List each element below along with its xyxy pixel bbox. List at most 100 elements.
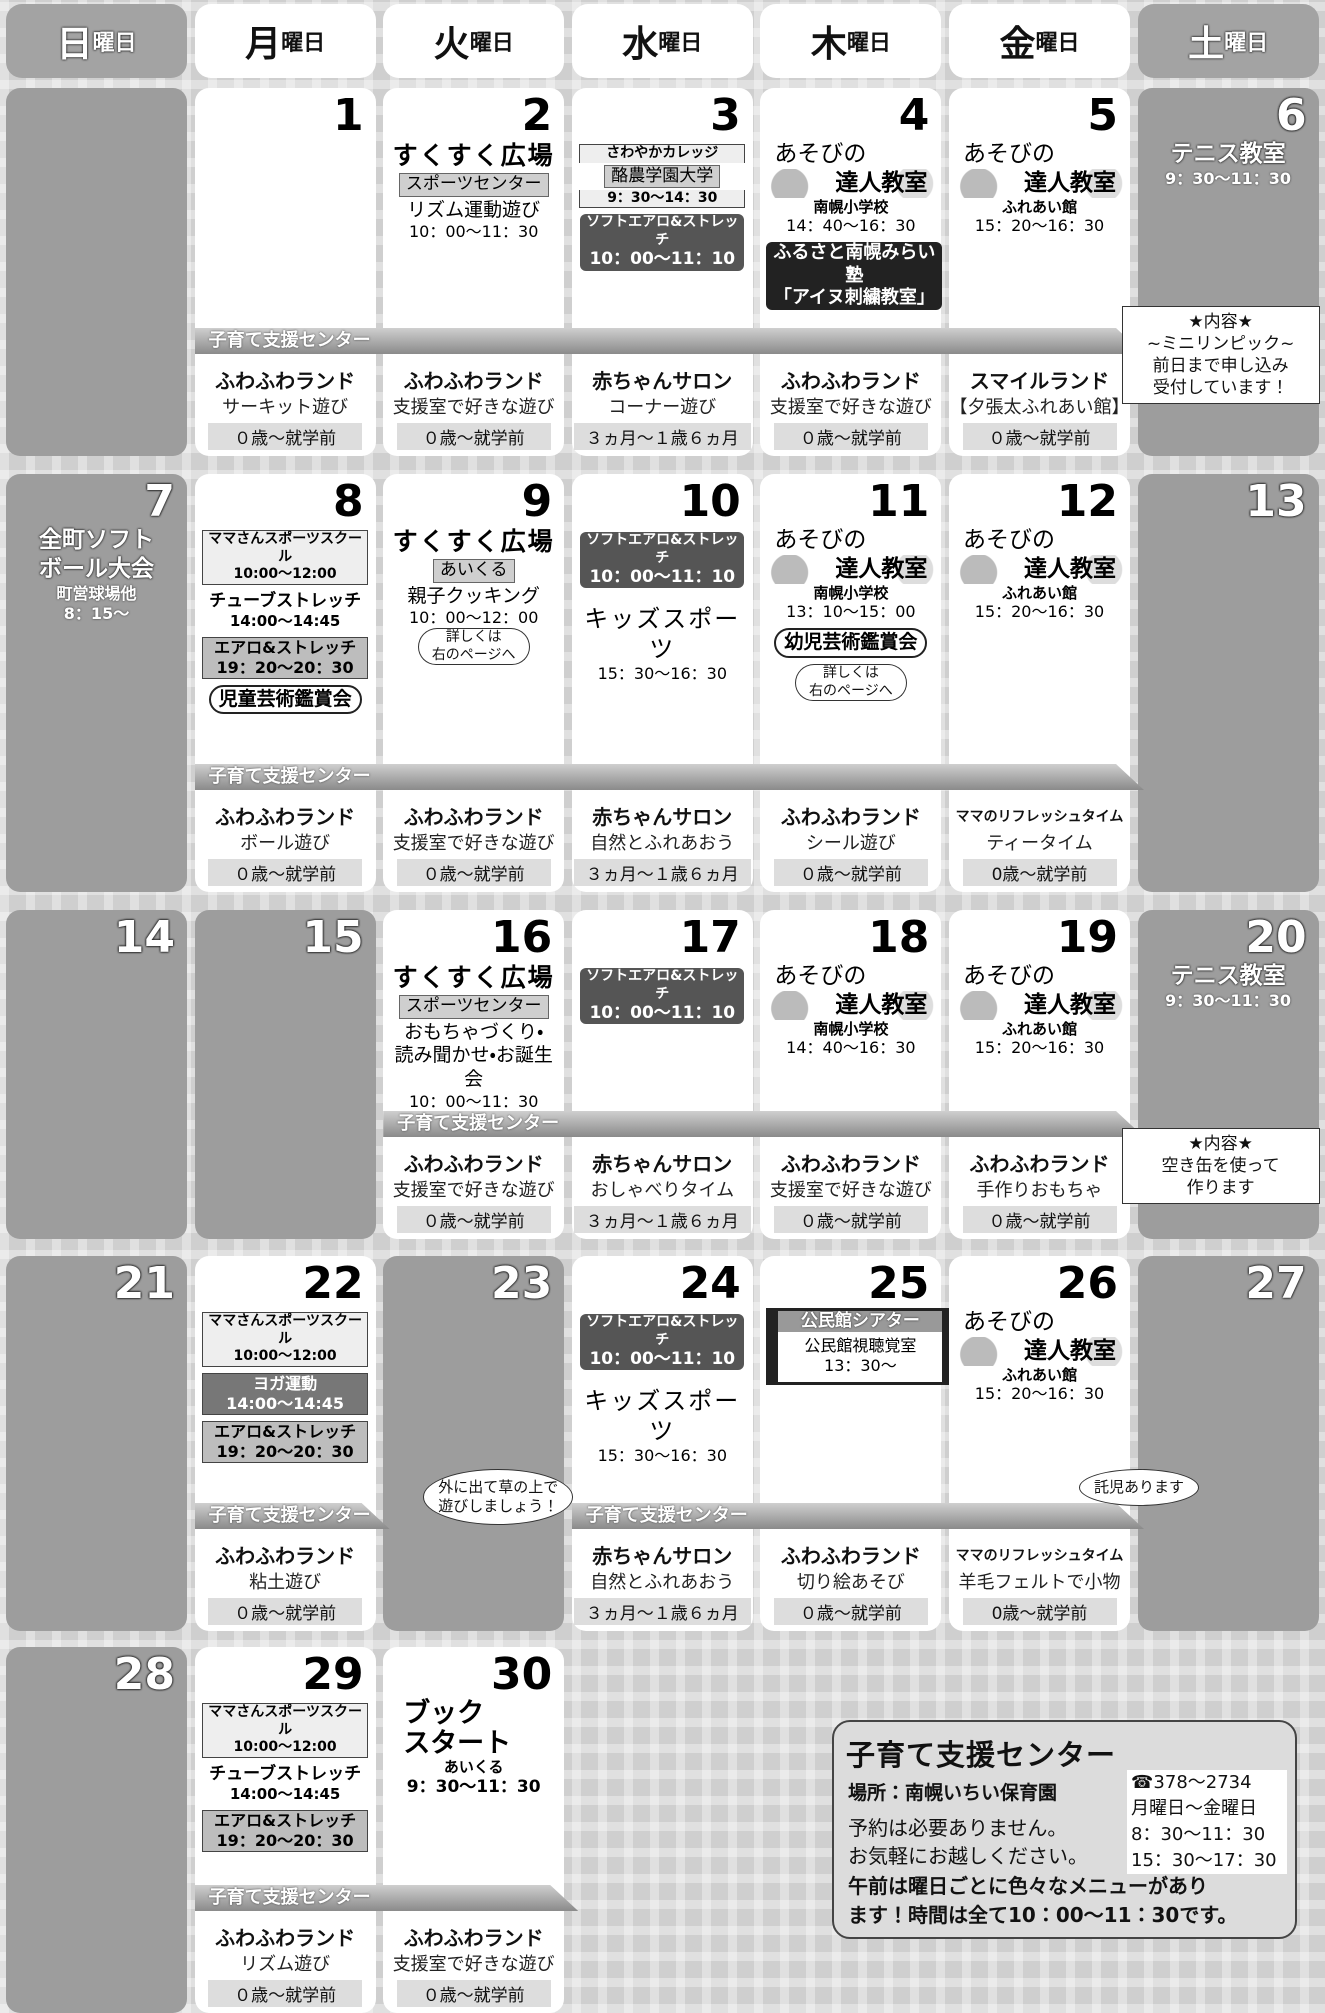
day-number: 28 xyxy=(113,1649,175,1700)
section-banner: 子育て支援センター xyxy=(383,1111,1144,1137)
note-line: 作ります xyxy=(1186,1178,1255,1199)
program-title: ふわふわランド xyxy=(403,805,544,829)
event-text: 13：10～15：00 xyxy=(786,602,916,622)
day-number: 17 xyxy=(679,912,741,963)
event-text: キッズスポーツ xyxy=(584,1387,741,1446)
program-activity: リズム遊び xyxy=(240,1954,331,1975)
program-activity: サーキット遊び xyxy=(222,397,349,418)
event-text: あいくる xyxy=(432,559,515,583)
program-age: ０歳～就学前 xyxy=(396,859,551,886)
program-title: ママのリフレッシュタイム xyxy=(955,1548,1124,1564)
day-number: 20 xyxy=(1245,912,1307,963)
program-age: ０歳～就学前 xyxy=(396,1206,551,1233)
event-text: あそびの xyxy=(963,141,1055,167)
event-text: おもちゃづくり・ xyxy=(403,1020,544,1043)
program-activity: 支援室で好きな遊び xyxy=(392,1180,555,1201)
program-title: ママのリフレッシュタイム xyxy=(955,809,1124,825)
event-text: 10：00～11：10 xyxy=(580,249,745,271)
note-line: 前日まで申し込み xyxy=(1152,356,1289,377)
support-program: ママのリフレッシュタイム ティータイム 0歳～就学前 xyxy=(949,803,1130,886)
event-text: あそびの xyxy=(963,1309,1055,1335)
event-text: キッズスポーツ xyxy=(584,605,741,664)
day-cell: 27 xyxy=(1137,1256,1319,1631)
weekday-suffix: 曜日 xyxy=(469,31,514,56)
weekday-header: 月曜日 xyxy=(194,4,376,78)
program-activity: 羊毛フェルトで小物 xyxy=(958,1572,1121,1593)
event-text: 達人教室 xyxy=(955,168,1124,198)
support-program: ふわふわランド リズム遊び ０歳～就学前 xyxy=(195,1924,376,2007)
day-cell: 23 xyxy=(383,1256,565,1631)
program-activity: 粘土遊び xyxy=(249,1572,322,1593)
info-notes: 予約は必要ありません。 お気軽にお越しください。 xyxy=(848,1814,1088,1870)
info-hours: 15：30～17：30 xyxy=(1131,1850,1277,1871)
program-activity: 自然とふれあおう xyxy=(590,1572,735,1593)
event-text: ソフトエアロ&ストレッチ xyxy=(580,532,745,567)
section-banner: 子育て支援センター xyxy=(195,764,1144,790)
info-phone: ☎378～2734 xyxy=(1131,1772,1252,1793)
program-title: 赤ちゃんサロン xyxy=(592,1544,733,1568)
program-age: ３ヵ月～１歳６ヵ月 xyxy=(573,1598,751,1625)
day-cell: 7 全町ソフト ボール大会 町営球場他 8：15～ xyxy=(6,474,187,892)
program-activity: 支援室で好きな遊び xyxy=(392,833,555,854)
weekday-header: 火曜日 xyxy=(383,4,565,78)
program-age: ０歳～就学前 xyxy=(208,1980,363,2007)
support-program: ふわふわランド シール遊び ０歳～就学前 xyxy=(760,803,941,886)
event-text: 10：00～11：30 xyxy=(408,1091,539,1111)
speech-bubble: 託児あります xyxy=(1079,1469,1200,1506)
event-text: 13：30～ xyxy=(766,1356,955,1386)
event-text: 8：15～ xyxy=(63,603,130,623)
note-line: ★内容★ xyxy=(1188,1134,1253,1154)
event-text: あそびの xyxy=(774,963,867,989)
event-text: 10:00～12:00 xyxy=(202,1348,369,1367)
program-title: ふわふわランド xyxy=(215,1926,356,1950)
section-banner: 子育て支援センター xyxy=(195,328,1144,354)
event-text: チューブストレッチ xyxy=(209,590,362,611)
day-number: 2 xyxy=(521,90,553,141)
event-text: すくすく広場 xyxy=(392,963,555,992)
event-text: リズム運動遊び xyxy=(407,198,541,221)
event-text: ボール大会 xyxy=(39,555,154,582)
event-text: 19：20～20：30 xyxy=(202,657,369,679)
event-text: ふれあい館 xyxy=(1001,583,1077,602)
bubble-line: 遊びしましょう！ xyxy=(438,1496,559,1515)
event-text: 酪農学園大学 xyxy=(604,164,721,188)
weekday-suffix: 曜日 xyxy=(846,31,891,56)
event-text: 親子クッキング xyxy=(407,584,540,607)
bubble-line: 外に出て草の上で xyxy=(438,1478,559,1496)
program-title: ふわふわランド xyxy=(403,1152,544,1176)
section-banner: 子育て支援センター xyxy=(195,1503,390,1529)
support-program: ふわふわランド 支援室で好きな遊び ０歳～就学前 xyxy=(383,367,564,450)
support-program: ママのリフレッシュタイム 羊毛フェルトで小物 0歳～就学前 xyxy=(949,1542,1130,1625)
info-footer: 午前は曜日ごとに色々なメニューがあり ます！時間は全て10：00～11：30です。 xyxy=(848,1872,1237,1930)
info-title: 子育て支援センター xyxy=(846,1738,1117,1772)
program-activity: 切り絵あそび xyxy=(796,1572,905,1593)
event-text: エアロ&ストレッチ xyxy=(202,1420,369,1442)
program-age: ０歳～就学前 xyxy=(773,423,928,450)
day-number: 7 xyxy=(144,476,175,527)
program-age: ０歳～就学前 xyxy=(962,1206,1117,1233)
day-cell: 13 xyxy=(1137,474,1319,892)
weekday-suffix: 曜日 xyxy=(281,31,326,56)
day-cell: 11 あそびの 達人教室 南幌小学校 13：10～15：00 幼児芸術鑑賞会 詳しくは 右のペ… xyxy=(760,474,942,892)
support-program: 赤ちゃんサロン コーナー遊び ３ヵ月～１歳６ヵ月 xyxy=(572,367,753,450)
event-text: ふれあい館 xyxy=(1001,1365,1077,1384)
program-activity: 手作りおもちゃ xyxy=(976,1180,1103,1201)
event-text: 右のページへ xyxy=(417,646,530,666)
program-title: ふわふわランド xyxy=(403,1926,544,1950)
day-number: 1 xyxy=(332,90,364,141)
support-program: ふわふわランド 支援室で好きな遊び ０歳～就学前 xyxy=(760,1150,941,1233)
day-cell: 26 あそびの 達人教室 ふれあい館 15：20～16：30 ママのリフレッシュタイム 羊毛… xyxy=(949,1256,1130,1631)
day-cell: 12 あそびの 達人教室 ふれあい館 15：20～16：30 ママのリフレッシュタイム ティ… xyxy=(949,474,1130,892)
program-title: 赤ちゃんサロン xyxy=(592,369,733,393)
day-cell: 19 あそびの 達人教室 ふれあい館 15：20～16：30 ふわふわランド 手作りおもちゃ… xyxy=(949,910,1130,1239)
program-activity: 自然とふれあおう xyxy=(590,833,735,854)
event-text: 全町ソフト xyxy=(39,527,154,553)
program-activity: ボール遊び xyxy=(240,833,331,854)
event-text: あそびの xyxy=(963,527,1055,553)
weekday-header: 水曜日 xyxy=(571,4,753,78)
weekday-header: 木曜日 xyxy=(760,4,942,78)
event-text: 14：40～16：30 xyxy=(786,216,916,236)
program-activity: 支援室で好きな遊び xyxy=(769,397,932,418)
day-number: 12 xyxy=(1056,476,1118,527)
program-title: ふわふわランド xyxy=(780,805,921,829)
